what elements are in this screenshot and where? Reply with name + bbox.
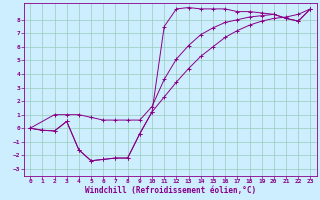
X-axis label: Windchill (Refroidissement éolien,°C): Windchill (Refroidissement éolien,°C) xyxy=(85,186,256,195)
